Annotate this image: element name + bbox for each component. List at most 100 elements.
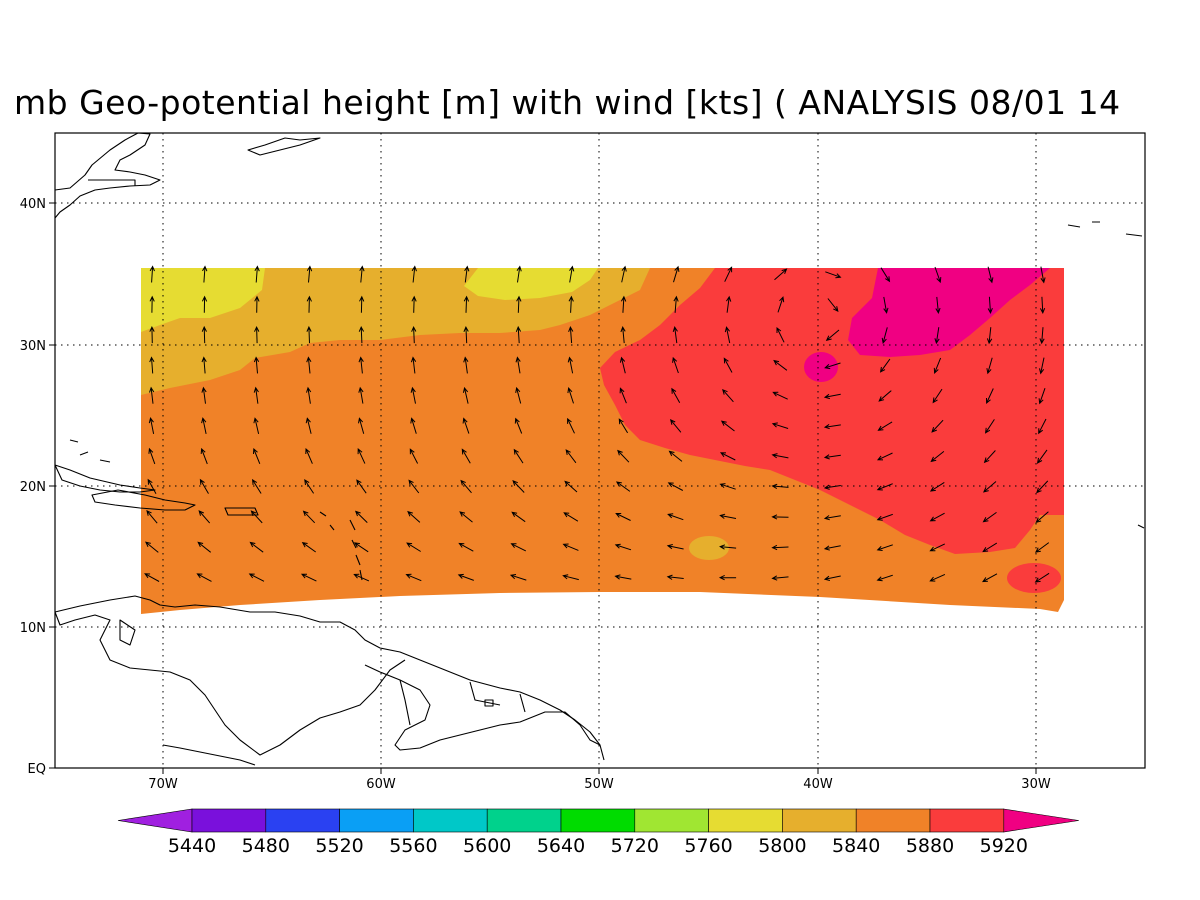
wind-arrow xyxy=(771,544,789,551)
wind-arrow xyxy=(931,419,944,433)
wind-arrow xyxy=(876,483,893,491)
wind-arrow xyxy=(883,296,889,314)
wind-arrow xyxy=(932,388,943,404)
wind-arrow xyxy=(254,265,260,283)
colorbar-level-label: 5840 xyxy=(832,835,880,857)
wind-arrow xyxy=(825,329,840,342)
wind-arrow xyxy=(511,511,526,523)
wind-arrow xyxy=(306,386,312,404)
colorbar-level-label: 5520 xyxy=(315,835,363,857)
colorbar-level-label: 5560 xyxy=(389,835,437,857)
wind-arrow xyxy=(1040,266,1046,284)
wind-arrow xyxy=(199,478,209,494)
map-frame xyxy=(54,132,1146,769)
wind-arrow xyxy=(509,574,527,581)
colorbar-swatch xyxy=(782,808,857,833)
wind-arrow xyxy=(774,268,788,281)
wind-arrow xyxy=(719,452,736,461)
wind-arrow xyxy=(462,386,469,404)
wind-arrow xyxy=(300,573,317,582)
wind-arrow xyxy=(464,265,470,283)
colorbar-level-label: 5760 xyxy=(684,835,732,857)
wind-arrow xyxy=(930,451,945,463)
wind-arrow xyxy=(776,326,785,343)
wind-arrow xyxy=(356,479,367,494)
wind-arrow xyxy=(877,421,893,431)
wind-arrow xyxy=(357,448,366,464)
lat-label-40n: 40N xyxy=(20,197,46,212)
wind-arrow xyxy=(1034,572,1050,583)
wind-arrow xyxy=(1034,542,1050,553)
wind-arrow xyxy=(200,447,208,465)
wind-arrow xyxy=(354,510,368,523)
wind-arrow xyxy=(672,356,679,374)
wind-arrow xyxy=(823,515,841,521)
wind-arrow xyxy=(933,357,942,374)
wind-arrow xyxy=(987,296,993,314)
wind-arrow xyxy=(567,417,575,434)
wind-arrow xyxy=(986,388,994,405)
wind-arrow xyxy=(777,296,785,313)
wind-arrow xyxy=(986,327,993,345)
wind-arrow xyxy=(463,325,469,344)
lon-label-30w: 30W xyxy=(1021,777,1051,792)
colorbar-swatch xyxy=(413,808,488,833)
graticule xyxy=(55,133,1145,768)
wind-arrow xyxy=(410,356,417,374)
wind-arrow xyxy=(250,510,263,524)
wind-arrow xyxy=(824,362,841,370)
wind-arrow xyxy=(144,573,160,582)
wind-arrow xyxy=(719,513,737,519)
wind-arrow xyxy=(564,480,578,493)
lon-label-70w: 70W xyxy=(148,777,178,792)
colorbar-swatch xyxy=(560,808,636,833)
contour-fill-5960-b xyxy=(804,352,838,382)
lon-label-40w: 40W xyxy=(803,777,833,792)
wind-arrow xyxy=(202,265,208,283)
wind-arrow xyxy=(515,356,521,374)
wind-arrow xyxy=(987,266,994,284)
wind-arrow xyxy=(515,325,522,344)
wind-arrow xyxy=(306,295,312,313)
wind-arrow xyxy=(720,420,735,432)
wind-arrow xyxy=(359,265,365,283)
colorbar-level-label: 5800 xyxy=(758,835,806,857)
wind-arrow xyxy=(1039,296,1046,314)
wind-arrow xyxy=(254,295,260,313)
wind-arrow xyxy=(145,541,159,553)
wind-arrow xyxy=(358,386,364,404)
wind-arrow xyxy=(724,266,733,282)
wind-arrow xyxy=(304,479,315,494)
wind-arrow xyxy=(1039,357,1045,375)
wind-arrow xyxy=(672,326,678,344)
wind-arrow xyxy=(408,479,420,494)
wind-arrow xyxy=(567,356,574,374)
axis-ticks xyxy=(49,202,1037,774)
wind-arrow xyxy=(510,543,527,552)
wind-arrow xyxy=(251,478,262,494)
colorbar-level-label: 5440 xyxy=(168,835,216,857)
wind-arrow xyxy=(725,295,732,313)
wind-arrow xyxy=(565,449,577,464)
wind-arrow xyxy=(302,510,316,524)
wind-arrow xyxy=(562,574,579,581)
wind-arrow xyxy=(618,418,629,434)
colorbar-level-label: 5720 xyxy=(611,835,659,857)
wind-arrow xyxy=(934,327,940,345)
wind-arrow xyxy=(1038,418,1047,435)
wind-arrow xyxy=(823,545,841,551)
colorbar-swatch xyxy=(265,808,340,833)
wind-arrow xyxy=(463,295,470,313)
wind-arrow xyxy=(723,357,733,373)
wind-arrow xyxy=(1039,327,1045,345)
wind-arrow xyxy=(984,419,995,434)
wind-arrow xyxy=(718,574,737,581)
wind-arrow xyxy=(306,325,312,344)
wind-arrow xyxy=(823,393,841,400)
wind-arrow xyxy=(305,417,312,434)
wind-arrow xyxy=(358,325,365,344)
wind-arrow xyxy=(983,450,996,464)
wind-arrow xyxy=(201,386,207,404)
colorbar-swatch xyxy=(855,808,931,833)
wind-arrow xyxy=(614,543,632,551)
